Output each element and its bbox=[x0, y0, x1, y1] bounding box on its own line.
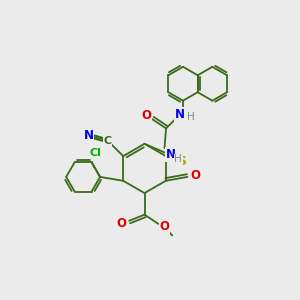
Text: N: N bbox=[166, 148, 176, 161]
Text: O: O bbox=[116, 218, 126, 230]
Text: N: N bbox=[83, 129, 94, 142]
Text: S: S bbox=[177, 155, 186, 168]
Text: C: C bbox=[104, 136, 112, 146]
Text: O: O bbox=[190, 169, 200, 182]
Text: Cl: Cl bbox=[89, 148, 101, 158]
Text: H: H bbox=[187, 112, 195, 122]
Text: O: O bbox=[160, 220, 170, 233]
Text: N: N bbox=[175, 108, 185, 121]
Text: H: H bbox=[174, 154, 182, 164]
Text: O: O bbox=[141, 109, 151, 122]
